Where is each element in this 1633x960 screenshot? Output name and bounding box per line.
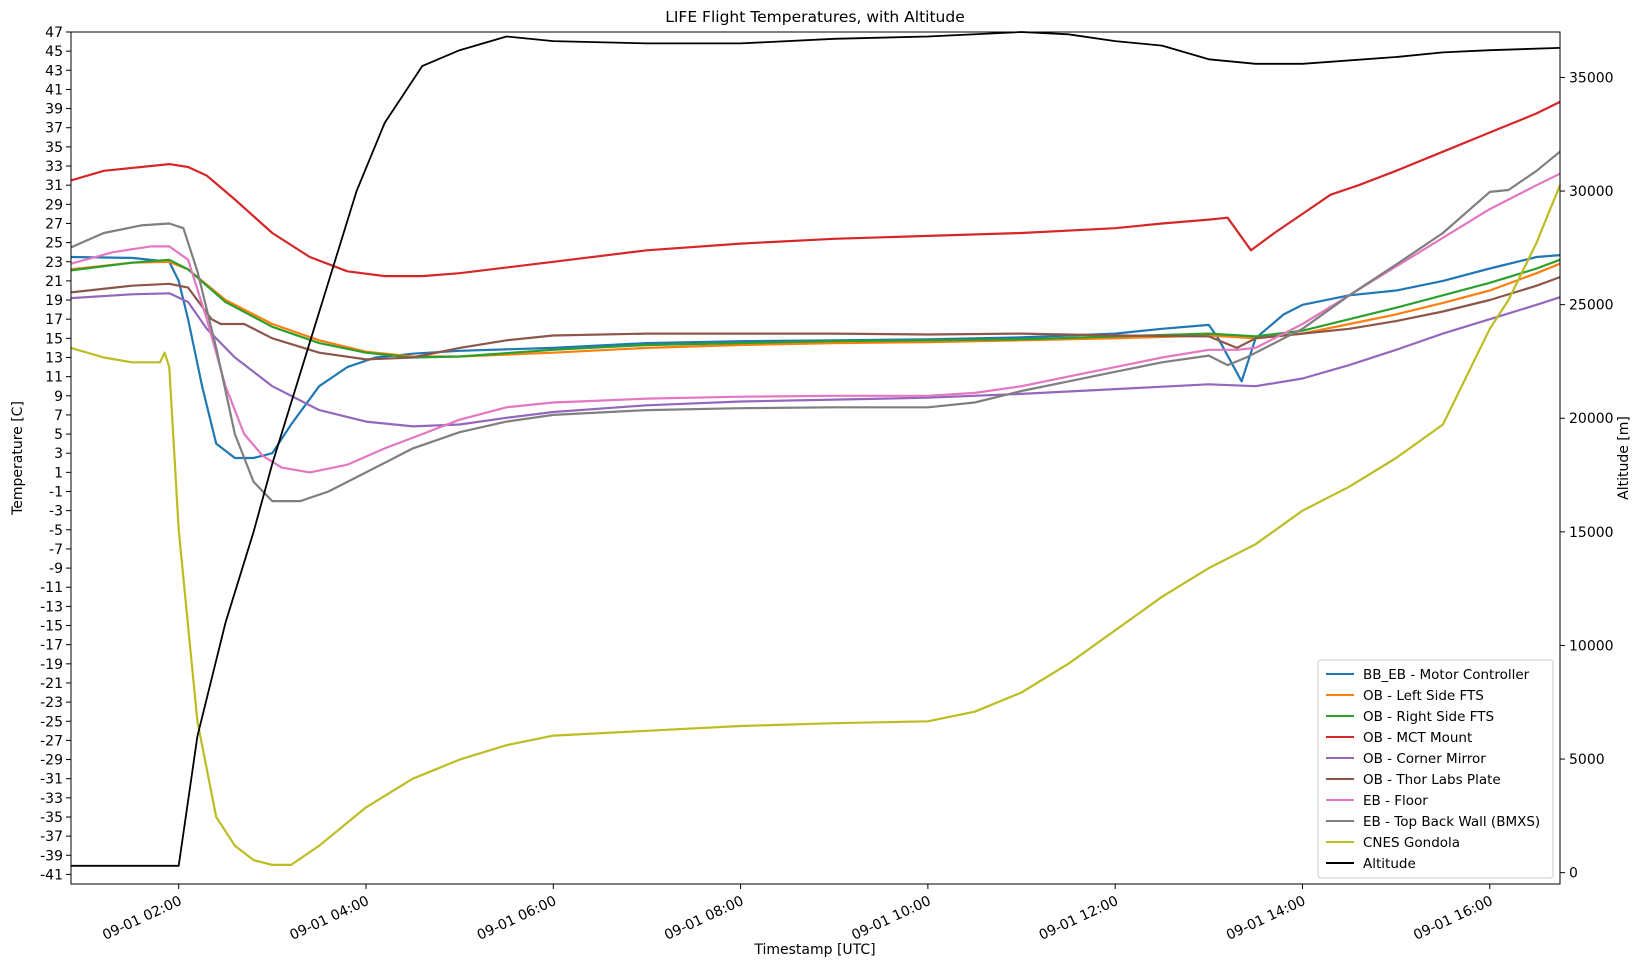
y-tick-label: 7	[54, 408, 63, 424]
y-tick-label: 9	[54, 389, 63, 405]
series-lines	[70, 31, 1562, 867]
y-tick-label: -35	[40, 810, 63, 826]
y-tick-label: -31	[40, 772, 63, 788]
y-tick-label: 35	[45, 140, 63, 156]
y-tick-label: -29	[40, 753, 63, 769]
series-line-7	[70, 150, 1561, 503]
legend-box	[1317, 659, 1554, 879]
legend-label-5: OB - Thor Labs Plate	[1363, 772, 1501, 788]
y-tick-label: -7	[49, 542, 63, 558]
x-axis-label: Timestamp [UTC]	[753, 942, 875, 958]
y2-tick-label: 35000	[1569, 70, 1614, 86]
x-tick-label: 09-01 12:00	[1037, 893, 1121, 944]
y-tick-label: -19	[40, 657, 63, 673]
y2-tick-label: 0	[1569, 866, 1578, 882]
y-tick-label: -5	[49, 523, 63, 539]
y-tick-label: -13	[40, 599, 63, 615]
y-tick-label: 27	[45, 216, 63, 232]
y-tick-label: -17	[40, 638, 63, 654]
y-tick-label: 29	[45, 197, 63, 213]
x-tick-label: 09-01 02:00	[100, 893, 184, 944]
y2-tick-label: 15000	[1569, 525, 1614, 541]
x-tick-label: 09-01 16:00	[1411, 893, 1495, 944]
y2-tick-label: 30000	[1569, 184, 1614, 200]
x-tick-label: 09-01 06:00	[475, 893, 559, 944]
y-tick-label: -37	[40, 829, 63, 845]
chart-title: LIFE Flight Temperatures, with Altitude	[665, 8, 965, 26]
y-tick-label: 45	[45, 44, 63, 60]
series-line-0	[70, 254, 1561, 460]
y2-axis: 0 5000 10000 15000 20000 25000 30000 35000	[1560, 70, 1614, 882]
y2-tick-label: 10000	[1569, 638, 1614, 654]
plot-frame	[70, 31, 1561, 885]
legend-label-3: OB - MCT Mount	[1363, 730, 1472, 746]
y-tick-label: 19	[45, 293, 63, 309]
series-line-1	[70, 260, 1561, 358]
y2-axis-label: Altitude [m]	[1616, 416, 1632, 500]
y-tick-label: 11	[45, 370, 63, 386]
x-tick-label: 09-01 04:00	[287, 893, 371, 944]
y-tick-label: 17	[45, 312, 63, 328]
y-tick-label: 15	[45, 331, 63, 347]
y-tick-label: -1	[49, 485, 63, 501]
y-tick-label: 13	[45, 350, 63, 366]
y-tick-label: -9	[49, 561, 63, 577]
y-tick-label: 39	[45, 102, 63, 118]
legend: BB_EB - Motor Controller OB - Left Side F…	[1317, 659, 1554, 879]
legend-label-4: OB - Corner Mirror	[1363, 751, 1486, 767]
series-line-2	[70, 258, 1561, 359]
y-tick-label: -15	[40, 619, 63, 635]
series-line-5	[70, 276, 1561, 361]
y-tick-label: -25	[40, 714, 63, 730]
y-tick-label: 21	[45, 274, 63, 290]
y-tick-label: -21	[40, 676, 63, 692]
series-line-9	[71, 31, 1561, 867]
y-axis-label: Temperature [C]	[10, 401, 26, 516]
x-tick-label: 09-01 10:00	[849, 893, 933, 944]
y-tick-label: 3	[54, 446, 63, 462]
legend-label-0: BB_EB - Motor Controller	[1363, 667, 1530, 683]
series-line-8	[70, 184, 1562, 866]
legend-label-9: Altitude	[1363, 856, 1416, 872]
y-tick-label: -23	[40, 695, 63, 711]
y-tick-label: 31	[45, 178, 63, 194]
x-axis: 09-01 02:00 09-01 04:00 09-01 06:00 09-01 0…	[100, 884, 1495, 944]
x-tick-label: 09-01 08:00	[662, 893, 746, 944]
y-tick-label: 25	[45, 236, 63, 252]
y-tick-label: -3	[49, 504, 63, 520]
legend-label-2: OB - Right Side FTS	[1363, 709, 1494, 725]
y-tick-label: 23	[45, 255, 63, 271]
y-tick-label: -39	[40, 848, 63, 864]
y2-tick-label: 25000	[1569, 298, 1614, 314]
y-tick-label: 5	[54, 427, 63, 443]
y-tick-label: -11	[40, 580, 63, 596]
y-tick-label: 43	[45, 63, 63, 79]
y-tick-label: -41	[40, 867, 63, 883]
series-line-4	[70, 292, 1561, 428]
y2-tick-label: 5000	[1569, 752, 1605, 768]
y-tick-label: 47	[45, 25, 63, 41]
y2-tick-label: 20000	[1569, 411, 1614, 427]
y-axis: 4745434139373533312927252321191715131197…	[40, 25, 71, 883]
legend-label-7: EB - Top Back Wall (BMXS)	[1363, 814, 1540, 830]
series-line-3	[70, 100, 1561, 278]
y-tick-label: -27	[40, 733, 63, 749]
y-tick-label: 37	[45, 121, 63, 137]
legend-label-6: EB - Floor	[1363, 793, 1428, 809]
y-tick-label: -33	[40, 791, 63, 807]
y-tick-label: 41	[45, 82, 63, 98]
legend-label-8: CNES Gondola	[1363, 835, 1460, 851]
x-tick-label: 09-01 14:00	[1224, 893, 1308, 944]
y-tick-label: 33	[45, 159, 63, 175]
y-tick-label: 1	[54, 465, 63, 481]
legend-label-1: OB - Left Side FTS	[1363, 688, 1484, 704]
